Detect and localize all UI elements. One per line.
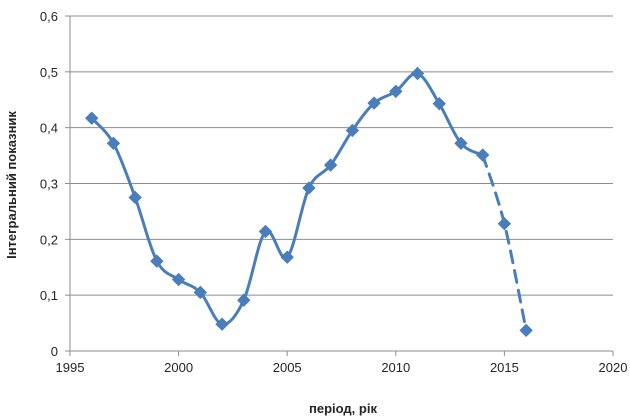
x-axis-title: період, рік [309,401,377,416]
x-tick-label: 2000 [164,360,193,375]
series-line [90,71,485,326]
forecast-dashed-line [481,153,528,332]
data-point [454,136,468,151]
series-lines [90,71,528,332]
y-tick-label: 0,3 [40,177,58,192]
data-point [519,323,533,338]
data-point [323,158,338,172]
data-point [345,123,360,138]
data-point [85,111,99,125]
x-tick-label: 2020 [599,360,628,375]
data-point [237,293,251,307]
data-point [367,96,381,110]
data-point [193,285,208,300]
x-tick-label: 1995 [56,360,85,375]
data-point [258,224,273,239]
x-tick-labels: 1995 2000 2005 2010 2015 2020 [56,360,628,375]
x-tick-label: 2005 [273,360,302,375]
data-point-markers [85,66,533,338]
y-tick-label: 0 [51,344,58,359]
gridlines [70,15,613,296]
data-point [497,216,512,231]
data-point [475,148,490,162]
data-point [128,190,142,205]
y-tick-label: 0,6 [40,9,58,24]
y-tick-labels: 0 0,1 0,2 0,3 0,4 0,5 0,6 [40,9,58,359]
data-point [389,84,403,99]
y-tick-label: 0,5 [40,65,58,80]
data-point [171,272,186,287]
x-tick-label: 2010 [381,360,410,375]
data-point [215,317,229,331]
y-tick-label: 0,2 [40,232,58,247]
axes [65,15,614,356]
y-axis-title: Інтегральний показник [4,111,19,259]
y-tick-label: 0,1 [40,288,58,303]
y-tick-label: 0,4 [40,121,58,136]
data-point [302,181,316,195]
x-tick-label: 2015 [490,360,519,375]
data-point [410,66,425,81]
data-point [432,96,446,111]
data-point [106,136,121,151]
data-point [150,254,164,268]
data-point [280,250,294,264]
